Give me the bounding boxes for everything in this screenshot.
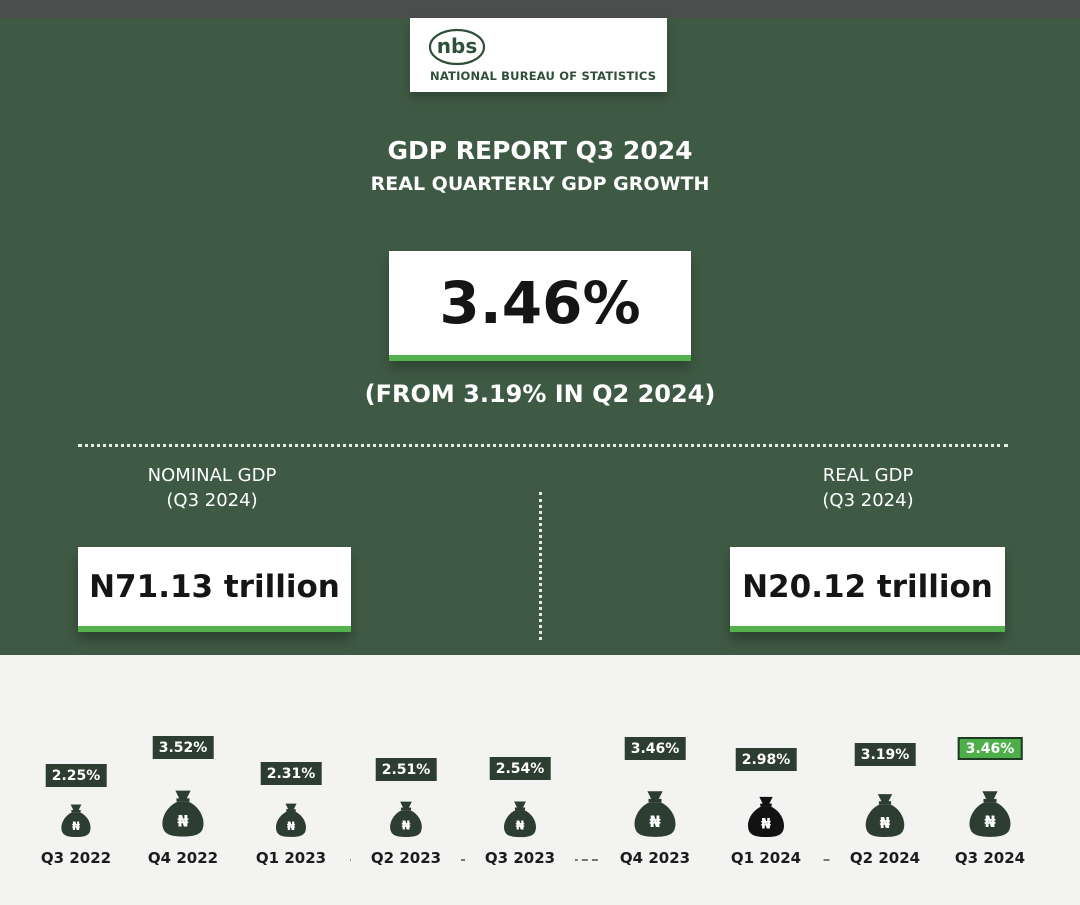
dotted-divider — [78, 444, 1008, 447]
timeline-value-badge: 3.52% — [152, 736, 214, 759]
money-bag-icon: ₦ — [865, 794, 905, 837]
nominal-gdp-value: N71.13 trillion — [89, 568, 340, 605]
nominal-gdp-title: NOMINAL GDP — [147, 465, 277, 486]
timeline-quarter-label: Q1 2024 — [711, 849, 821, 867]
timeline-quarter-label: Q3 2024 — [935, 849, 1045, 867]
naira-sign: ₦ — [649, 812, 661, 831]
timeline-value-badge: 2.54% — [489, 757, 551, 780]
report-subtitle: REAL QUARTERLY GDP GROWTH — [370, 173, 710, 195]
nominal-gdp-label: NOMINAL GDP (Q3 2024) — [112, 463, 312, 513]
timeline-quarter-label: Q4 2023 — [600, 849, 710, 867]
timeline-value-badge: 3.19% — [854, 743, 916, 766]
agency-name: NATIONAL BUREAU OF STATISTICS — [430, 69, 657, 83]
naira-sign: ₦ — [402, 817, 411, 832]
timeline-value-badge: 2.51% — [375, 758, 437, 781]
timeline-quarter-label: Q2 2023 — [351, 849, 461, 867]
nominal-gdp-period: (Q3 2024) — [166, 490, 258, 511]
timeline-value-badge: 2.25% — [45, 764, 107, 787]
naira-sign: ₦ — [984, 812, 996, 831]
timeline-quarter-label: Q3 2022 — [21, 849, 131, 867]
naira-sign: ₦ — [761, 816, 771, 832]
naira-sign: ₦ — [287, 819, 296, 833]
money-bag-icon: ₦ — [61, 804, 91, 837]
timeline-panel — [0, 655, 1080, 905]
timeline-quarter-label: Q2 2024 — [830, 849, 940, 867]
timeline-quarter-label: Q3 2023 — [465, 849, 575, 867]
nbs-logo-icon: nbs — [428, 28, 486, 66]
real-gdp-value: N20.12 trillion — [742, 568, 993, 605]
headline-growth-card: 3.46% — [389, 251, 691, 361]
headline-growth-value: 3.46% — [439, 269, 641, 337]
timeline-quarter-label: Q4 2022 — [128, 849, 238, 867]
money-bag-icon: ₦ — [504, 801, 536, 838]
money-bag-icon: ₦ — [634, 791, 676, 837]
naira-sign: ₦ — [72, 819, 80, 833]
vertical-dotted-divider — [539, 492, 542, 640]
naira-sign: ₦ — [880, 814, 891, 832]
real-gdp-period: (Q3 2024) — [822, 490, 914, 511]
timeline-value-badge: 3.46% — [624, 737, 686, 760]
timeline-value-badge: 2.31% — [260, 762, 322, 785]
svg-text:nbs: nbs — [437, 34, 477, 58]
real-gdp-title: REAL GDP — [822, 465, 914, 486]
report-title: GDP REPORT Q3 2024 — [387, 136, 693, 165]
headline-comparison: (FROM 3.19% IN Q2 2024) — [364, 380, 716, 408]
real-gdp-label: REAL GDP (Q3 2024) — [768, 463, 968, 513]
timeline-value-badge: 3.46% — [957, 737, 1023, 760]
timeline-value-badge: 2.98% — [735, 748, 797, 771]
money-bag-icon: ₦ — [747, 796, 785, 837]
nominal-gdp-card: N71.13 trillion — [78, 547, 351, 632]
timeline-quarter-label: Q1 2023 — [236, 849, 346, 867]
money-bag-icon: ₦ — [275, 803, 307, 837]
real-gdp-card: N20.12 trillion — [730, 547, 1005, 632]
naira-sign: ₦ — [516, 818, 525, 833]
money-bag-icon: ₦ — [162, 790, 204, 837]
money-bag-icon: ₦ — [390, 801, 422, 837]
naira-sign: ₦ — [177, 812, 189, 831]
money-bag-icon: ₦ — [969, 791, 1011, 837]
nbs-logo: nbs NATIONAL BUREAU OF STATISTICS — [410, 18, 667, 92]
top-bar — [0, 0, 1080, 18]
